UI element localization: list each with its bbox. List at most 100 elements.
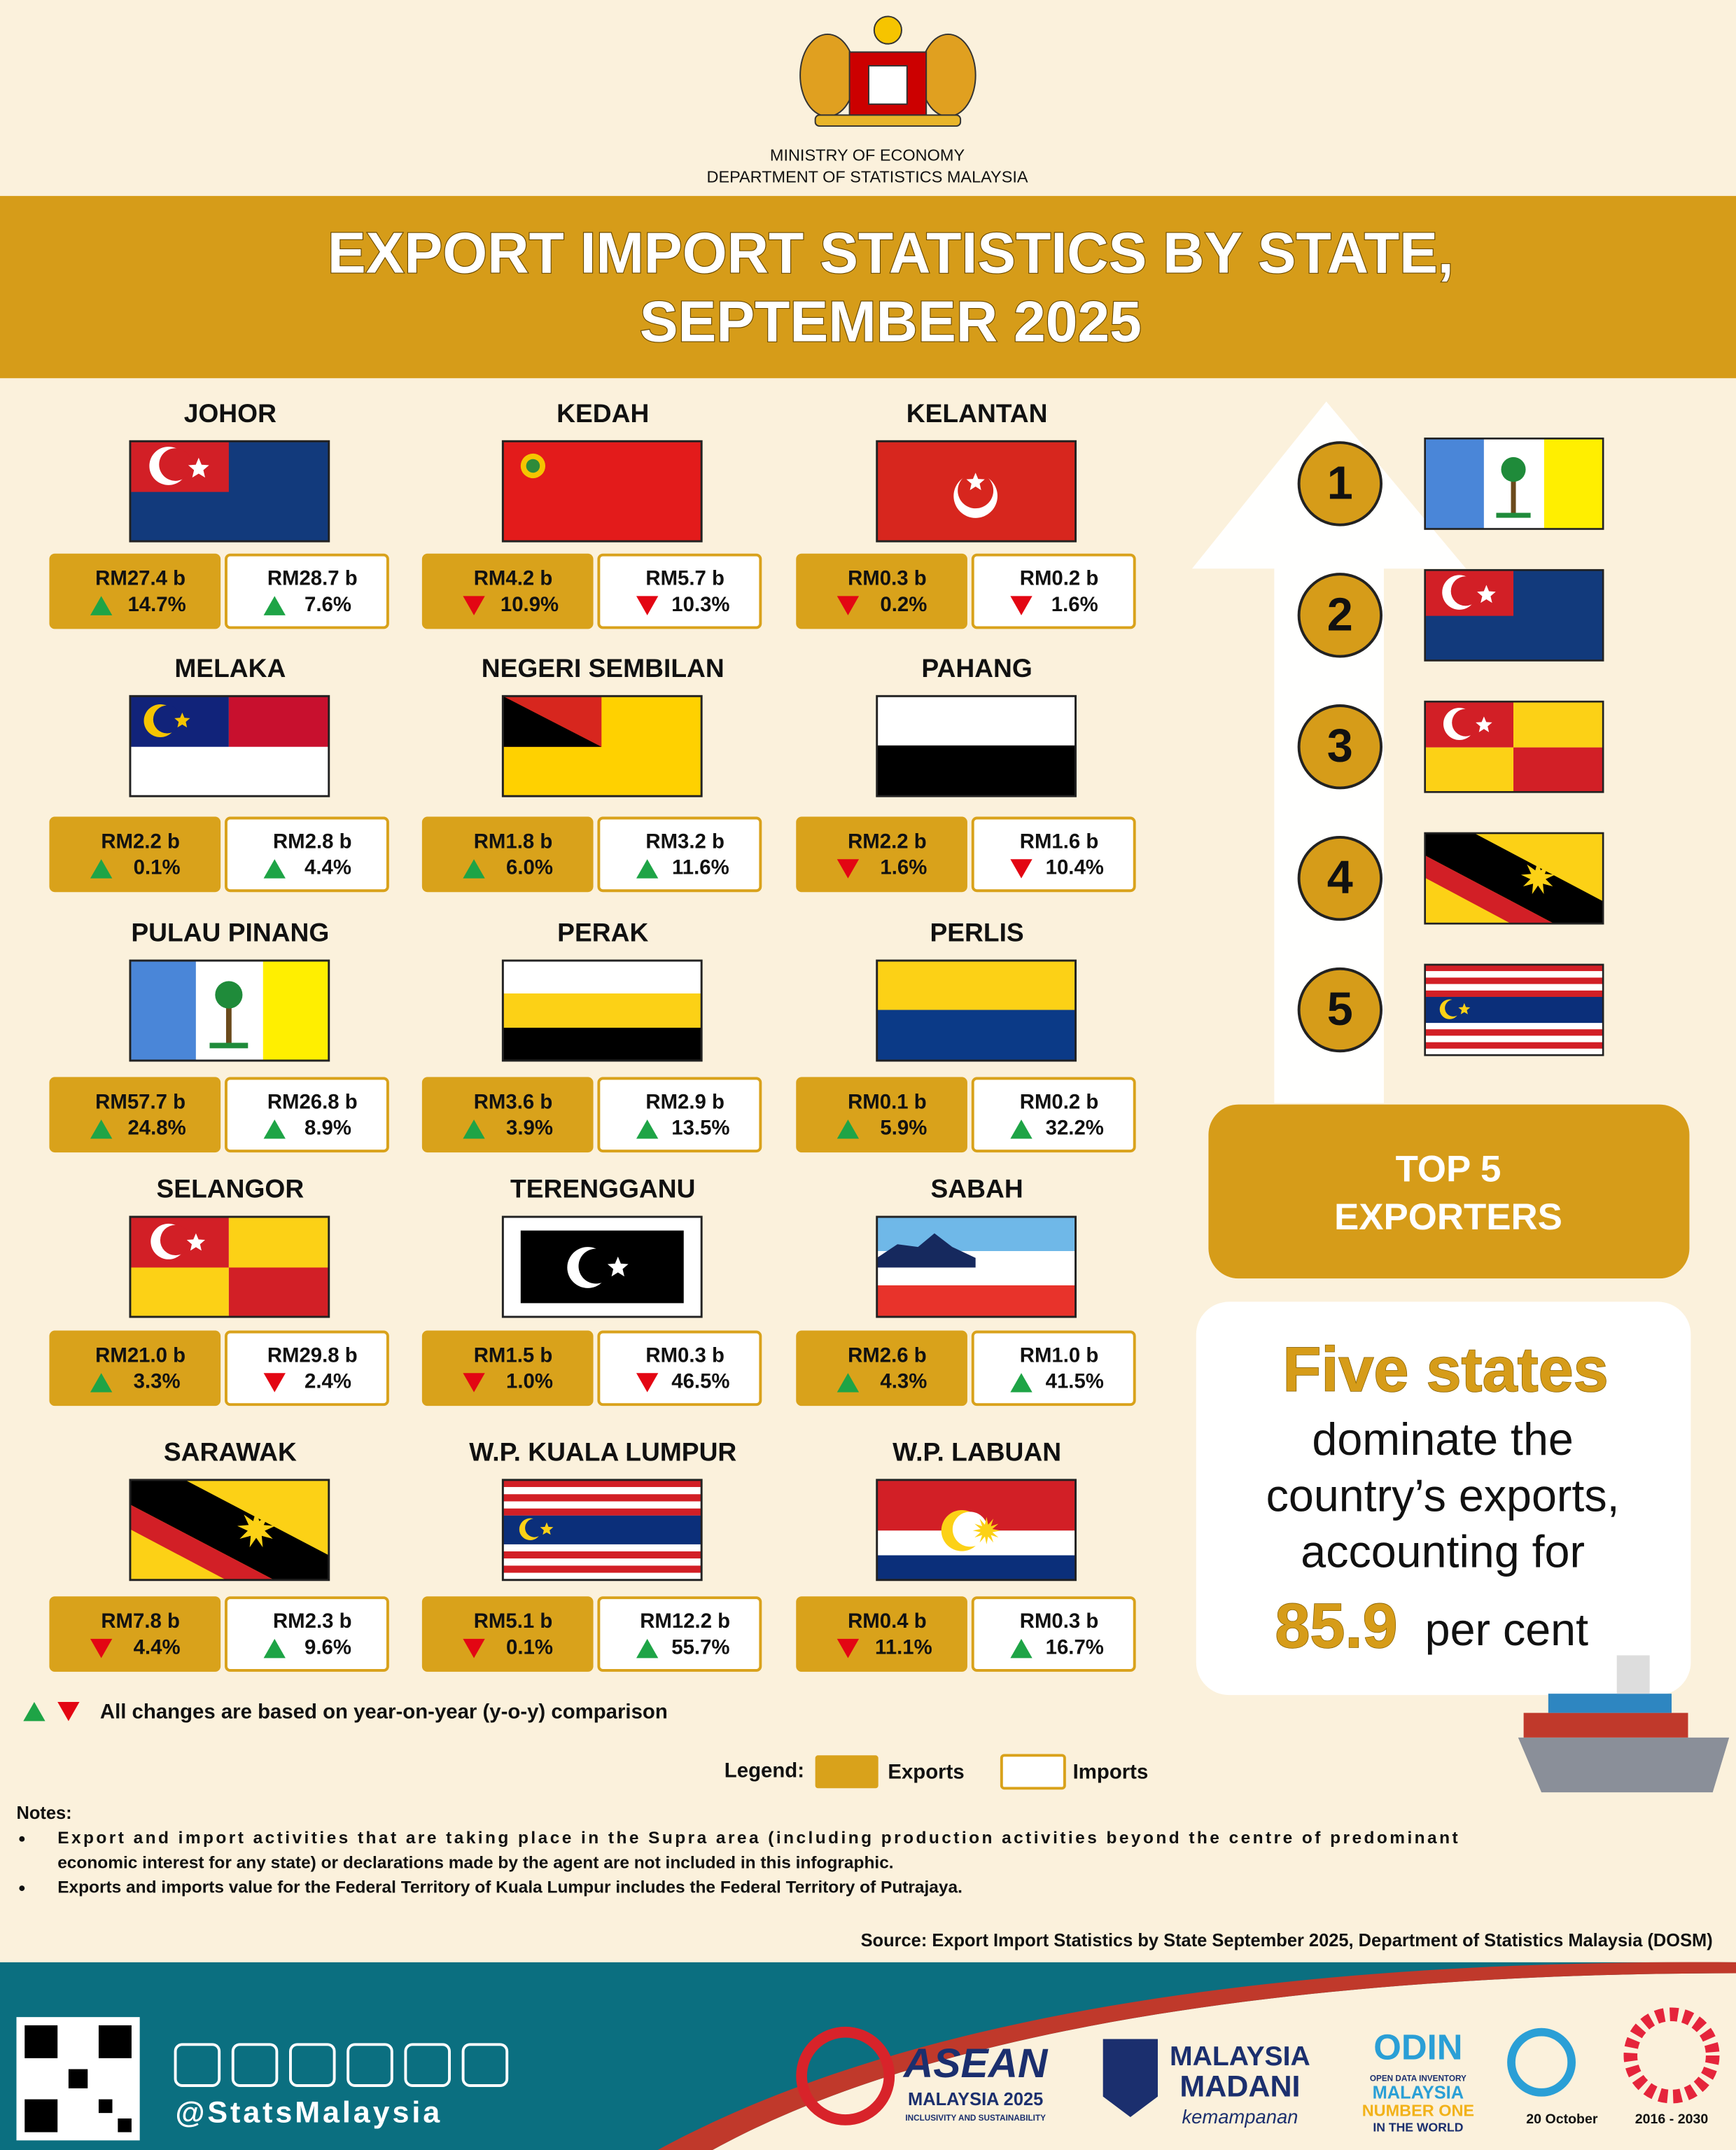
flag-part (1544, 438, 1604, 529)
flag-part (153, 705, 181, 734)
trade-change: 55.7% (671, 1635, 729, 1659)
rank-number: 1 (1327, 457, 1353, 509)
change-arrow (263, 859, 286, 879)
state-name: KELANTAN (906, 398, 1048, 428)
x-icon[interactable] (289, 2043, 336, 2087)
state-flag (129, 1215, 330, 1318)
flag-part (1513, 747, 1604, 793)
flag-part (503, 1551, 702, 1559)
exports-box (49, 1330, 221, 1406)
trade-value: RM0.4 b (848, 1610, 927, 1633)
flag-border (1424, 568, 1604, 662)
flag-part (876, 961, 1076, 1010)
state-name: KEDAH (556, 398, 649, 428)
logo-text: MADANI (1180, 2069, 1300, 2103)
footer-curve (712, 1973, 1736, 2150)
trade-change: 8.9% (304, 1117, 351, 1140)
state-flag (129, 959, 330, 1062)
trade-value: RM4.2 b (474, 567, 553, 590)
exports-box (796, 1596, 967, 1672)
flag-part (1424, 855, 1554, 924)
flag-part (503, 1558, 702, 1566)
trade-value: RM21.0 b (95, 1343, 186, 1367)
title: SEPTEMBER 2025 (640, 291, 1142, 354)
state-name: NEGERI SEMBILAN (482, 653, 724, 683)
trade-change: 10.4% (1046, 856, 1104, 879)
imports-box (597, 1596, 762, 1672)
flag-part (503, 1544, 702, 1551)
trade-value: RM5.7 b (645, 567, 724, 590)
trade-value: RM0.3 b (1020, 1610, 1099, 1633)
notes-title: Notes: (16, 1803, 71, 1823)
state-flag (501, 1479, 703, 1582)
state-flag (876, 1215, 1077, 1318)
flag-part (876, 1555, 1076, 1580)
trade-change: 7.6% (304, 593, 351, 616)
imports-box (971, 816, 1136, 893)
change-arrow (263, 1638, 286, 1659)
flag-part (503, 993, 702, 1028)
bullet (19, 1885, 25, 1892)
footnote: All changes are based on year-on-year (y… (100, 1700, 668, 1723)
youtube-icon[interactable] (346, 2043, 393, 2087)
flag-part (1424, 1022, 1604, 1030)
exports-box (796, 553, 967, 629)
linkedin-icon[interactable] (461, 2043, 509, 2087)
note-text: economic interest for any state) or decl… (57, 1853, 893, 1872)
change-arrow (836, 859, 860, 879)
trade-value: RM2.6 b (848, 1343, 927, 1367)
exports-box (49, 816, 221, 893)
exports-box (421, 1596, 594, 1672)
logo-text: kemampanan (1182, 2106, 1298, 2128)
flag-part (1496, 512, 1531, 518)
logo-text: ODIN (1373, 2027, 1462, 2067)
legend-imports: Imports (1073, 1760, 1149, 1783)
exports-box (421, 1330, 594, 1406)
flag-part (966, 473, 985, 491)
exports-box (796, 1077, 967, 1153)
ministry: MINISTRY OF ECONOMY (770, 146, 965, 164)
trade-change: 4.4% (304, 856, 351, 879)
state-flag (129, 440, 330, 543)
instagram-icon[interactable] (174, 2043, 221, 2087)
top5-flag (1424, 963, 1604, 1056)
imports-box (597, 816, 762, 893)
trade-change: 32.2% (1046, 1117, 1104, 1140)
flag-part (228, 696, 329, 747)
trade-change: 3.3% (134, 1370, 181, 1393)
change-arrow (263, 596, 286, 615)
flag-part (503, 1487, 702, 1495)
exports-box (421, 1077, 594, 1153)
state-flag (876, 694, 1077, 797)
state-flag (129, 694, 330, 797)
logo-text: IN THE WORLD (1373, 2120, 1463, 2134)
footer-stripe (657, 1962, 1736, 2150)
imports-box (225, 1077, 389, 1153)
change-arrow (836, 1638, 860, 1659)
trade-value: RM0.3 b (848, 567, 927, 590)
flag-border (501, 1215, 703, 1318)
flag-border (1424, 700, 1604, 793)
trade-change: 1.6% (1051, 593, 1098, 616)
change-arrow (636, 1119, 659, 1139)
legend-up-arrow (23, 1701, 46, 1722)
sdg-logo (1623, 2007, 1720, 2104)
trade-change: 16.7% (1046, 1635, 1104, 1659)
trade-value: RM0.2 b (1020, 567, 1099, 590)
flag-border (129, 959, 330, 1062)
imports-box (971, 1596, 1136, 1672)
imports-box (971, 1077, 1136, 1153)
flag-part (1424, 971, 1604, 978)
social-handle: @StatsMalaysia (176, 2095, 443, 2129)
flag-border (876, 1479, 1077, 1582)
imports-box (597, 1330, 762, 1406)
trade-value: RM57.7 b (95, 1090, 186, 1113)
tiktok-icon[interactable] (404, 2043, 451, 2087)
statsday-logo (1507, 2027, 1576, 2097)
flag-part (130, 745, 329, 797)
trade-value: RM3.6 b (474, 1090, 553, 1113)
flag-part (130, 1479, 329, 1580)
facebook-icon[interactable] (231, 2043, 279, 2087)
trade-value: RM3.2 b (645, 830, 724, 853)
trade-change: 11.1% (875, 1635, 932, 1659)
